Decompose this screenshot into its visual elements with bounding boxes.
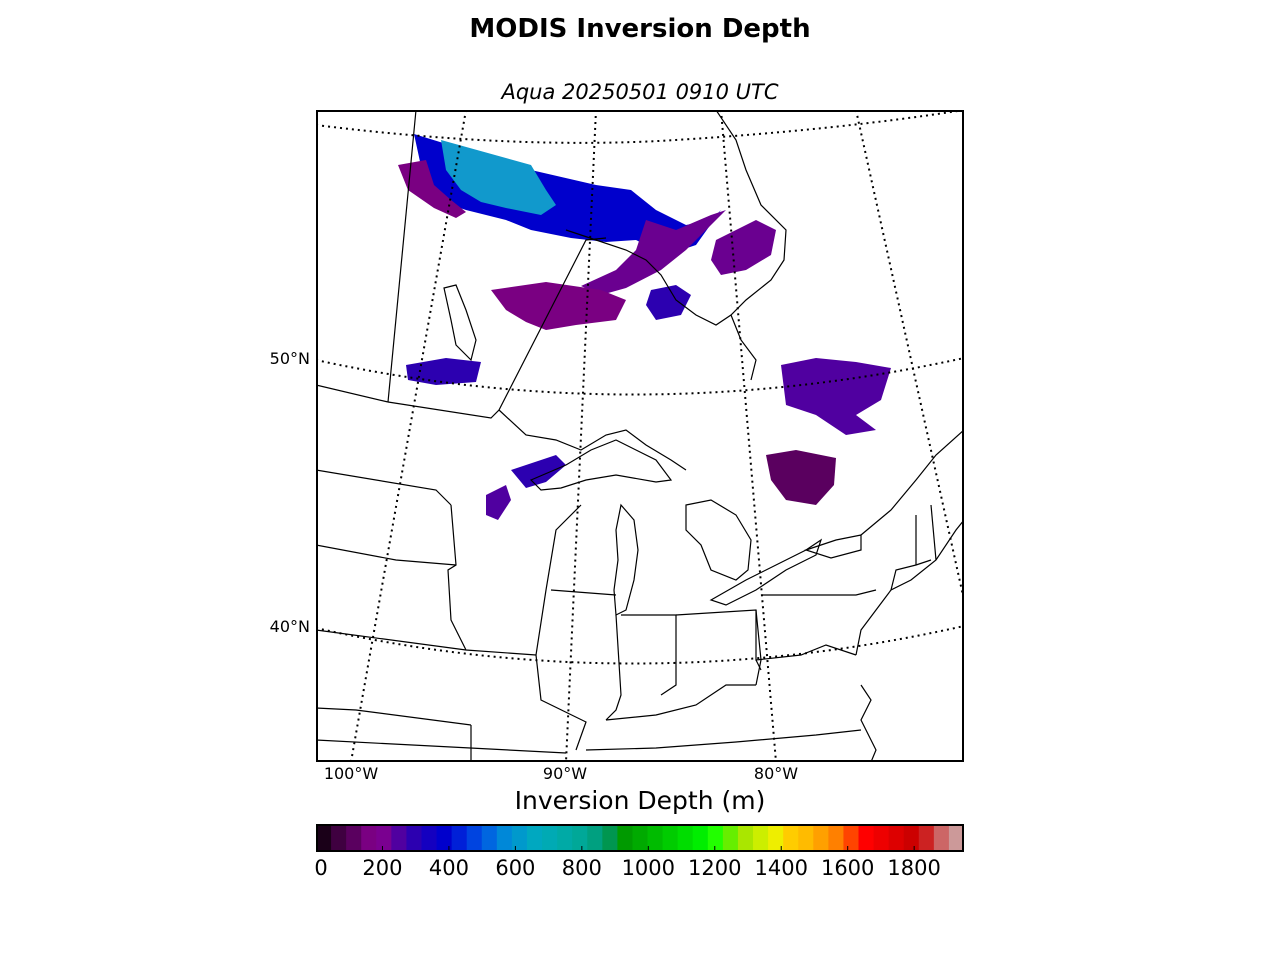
swath-purple-east: [711, 220, 776, 275]
swath-east-purple-2: [766, 450, 836, 505]
colorbar-tick-label: 600: [495, 856, 536, 880]
colorbar-tick-label: 0: [314, 856, 328, 880]
colorbar-tick-label: 1200: [688, 856, 742, 880]
colorbar-swatch: [632, 824, 649, 852]
colorbar-swatch: [481, 824, 498, 852]
swath-blue-small: [646, 285, 691, 320]
colorbar-swatch: [391, 824, 408, 852]
colorbar-swatch: [662, 824, 679, 852]
colorbar-swatch: [496, 824, 513, 852]
colorbar-swatch: [587, 824, 603, 852]
colorbar-swatch: [572, 824, 588, 852]
colorbar-swatch: [888, 824, 905, 852]
lon-label-80w: 80°W: [753, 764, 799, 783]
data-overlay: [398, 134, 891, 520]
colorbar-swatch: [542, 824, 558, 852]
colorbar-swatch: [511, 824, 528, 852]
colorbar-title: Inversion Depth (m): [514, 786, 766, 815]
colorbar-swatch: [858, 824, 875, 852]
colorbar-tick-label: 400: [428, 856, 469, 880]
chart-title: MODIS Inversion Depth: [469, 14, 811, 44]
colorbar-tick-label: 1600: [820, 856, 875, 880]
colorbar-swatch: [557, 824, 573, 852]
colorbar-swatch: [331, 824, 347, 852]
swath-superior: [511, 455, 566, 488]
lon-label-100w: 100°W: [323, 764, 379, 783]
colorbar-swatch: [843, 824, 860, 852]
colorbar: [316, 824, 964, 852]
colorbar-swatch: [737, 824, 754, 852]
colorbar-swatch: [828, 824, 845, 852]
colorbar-swatch: [722, 824, 739, 852]
colorbar-swatch: [903, 824, 920, 852]
swath-small-sw: [486, 485, 511, 520]
colorbar-swatch: [707, 824, 724, 852]
lon-label-90w: 90°W: [542, 764, 588, 783]
lat-label-40n: 40°N: [269, 617, 310, 636]
colorbar-swatch: [451, 824, 468, 852]
colorbar-tick-label: 200: [362, 856, 403, 880]
chart-subtitle: Aqua 20250501 0910 UTC: [501, 80, 779, 104]
colorbar-swatch: [692, 824, 709, 852]
colorbar-swatch: [406, 824, 423, 852]
colorbar-swatch: [361, 824, 377, 852]
swath-blue-lake: [406, 358, 481, 385]
colorbar-swatch: [783, 824, 799, 852]
colorbar-swatch: [948, 824, 964, 852]
colorbar-tick-label: 800: [561, 856, 602, 880]
colorbar-swatch: [436, 824, 453, 852]
swath-purple-band: [581, 210, 726, 295]
colorbar-swatch: [617, 824, 634, 852]
colorbar-swatch: [346, 824, 362, 852]
colorbar-swatch: [647, 824, 664, 852]
graticule: [316, 110, 964, 762]
swath-northwest-purple: [398, 160, 466, 218]
colorbar-swatch: [768, 824, 784, 852]
colorbar-swatch: [677, 824, 694, 852]
colorbar-swatch: [753, 824, 769, 852]
lat-label-50n: 50°N: [269, 349, 310, 368]
colorbar-swatch: [873, 824, 890, 852]
swath-east-purple: [781, 358, 891, 435]
colorbar-tick-label: 1400: [754, 856, 808, 880]
colorbar-swatch: [466, 824, 483, 852]
colorbar-swatch: [526, 824, 543, 852]
colorbar-swatch: [376, 824, 392, 852]
colorbar-swatches: [316, 824, 964, 852]
swath-central-purple: [491, 282, 626, 330]
map-panel: [316, 110, 964, 762]
colorbar-swatch: [813, 824, 829, 852]
colorbar-tick-label: 1000: [621, 856, 676, 880]
colorbar-swatch: [316, 824, 332, 852]
colorbar-tick-label: 1800: [887, 856, 941, 880]
colorbar-swatch: [602, 824, 618, 852]
swath-northwest-cyan: [441, 140, 556, 215]
colorbar-swatch: [933, 824, 950, 852]
boundaries: [316, 110, 964, 762]
colorbar-swatch: [798, 824, 814, 852]
colorbar-swatch: [918, 824, 935, 852]
colorbar-swatch: [421, 824, 438, 852]
